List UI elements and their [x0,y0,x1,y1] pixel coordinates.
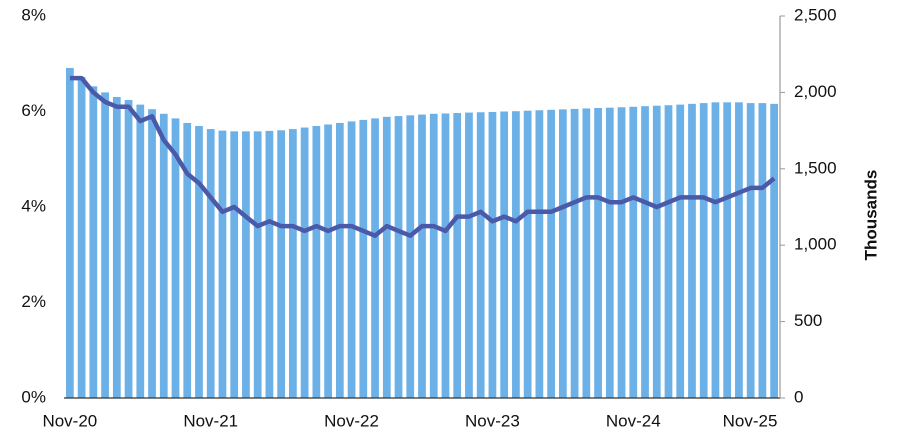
bar [406,115,415,398]
bar [465,112,473,398]
bar [394,116,403,399]
bar [265,130,274,399]
y-tick-label: 6% [21,101,46,120]
bar [617,107,626,398]
y2-tick-label: 0 [794,387,803,406]
bar [347,121,356,398]
bar [688,103,696,399]
bar [242,131,250,398]
bar [699,103,708,398]
bar [65,67,74,399]
bar [195,126,203,399]
bar [253,131,262,398]
bar [488,111,497,398]
bar [277,130,286,398]
bar [101,92,109,399]
x-tick-label: Nov-24 [606,411,661,430]
bar [605,107,614,399]
bar [418,114,426,398]
bar [171,118,180,398]
x-tick-label: Nov-22 [324,411,379,430]
bar [641,106,649,398]
bar [324,124,332,398]
bar [300,127,309,398]
bar [664,105,673,398]
y-tick-label: 8% [21,5,46,24]
bar [124,100,133,398]
y-tick-label: 2% [21,292,46,311]
y2-axis-title: Thousands [861,170,880,261]
bar [746,103,755,398]
bar [371,118,379,398]
bar [523,110,532,399]
bar [382,116,391,399]
bar [77,77,86,399]
bar [359,119,368,399]
bar [512,111,520,398]
bar [594,107,602,399]
y2-tick-label: 500 [794,311,822,330]
x-tick-label: Nov-25 [723,411,778,430]
bar [453,113,462,398]
bar [89,86,98,399]
bar [441,113,450,399]
bar [723,102,732,398]
y2-tick-label: 1,500 [794,158,837,177]
y2-tick-label: 1,000 [794,235,837,254]
bar [476,112,485,398]
line [69,75,776,238]
bar [570,108,579,398]
bar [206,129,215,398]
x-tick-label: Nov-20 [42,411,97,430]
bar [535,110,544,399]
y2-tick-label: 2,500 [794,5,837,24]
bar [582,108,591,398]
bar [148,109,156,398]
bar [136,104,145,399]
bar [711,102,720,398]
bar [429,113,438,399]
bar [230,131,239,398]
bar [112,96,121,398]
bar [629,106,638,399]
bar [159,113,168,399]
bar [218,130,227,398]
bar [770,103,779,399]
bar [652,105,661,398]
bar [735,102,743,398]
bar [558,109,567,398]
bar [758,103,767,398]
y-tick-label: 0% [21,387,46,406]
y2-tick-label: 2,000 [794,82,837,101]
x-tick-label: Nov-21 [183,411,238,430]
bar [500,111,509,398]
bar [676,104,685,399]
bar [312,126,321,399]
y-tick-label: 4% [21,196,46,215]
bar [183,122,192,399]
bar [547,109,555,398]
x-tick-label: Nov-23 [465,411,520,430]
bar [335,122,344,399]
bar [289,129,297,398]
